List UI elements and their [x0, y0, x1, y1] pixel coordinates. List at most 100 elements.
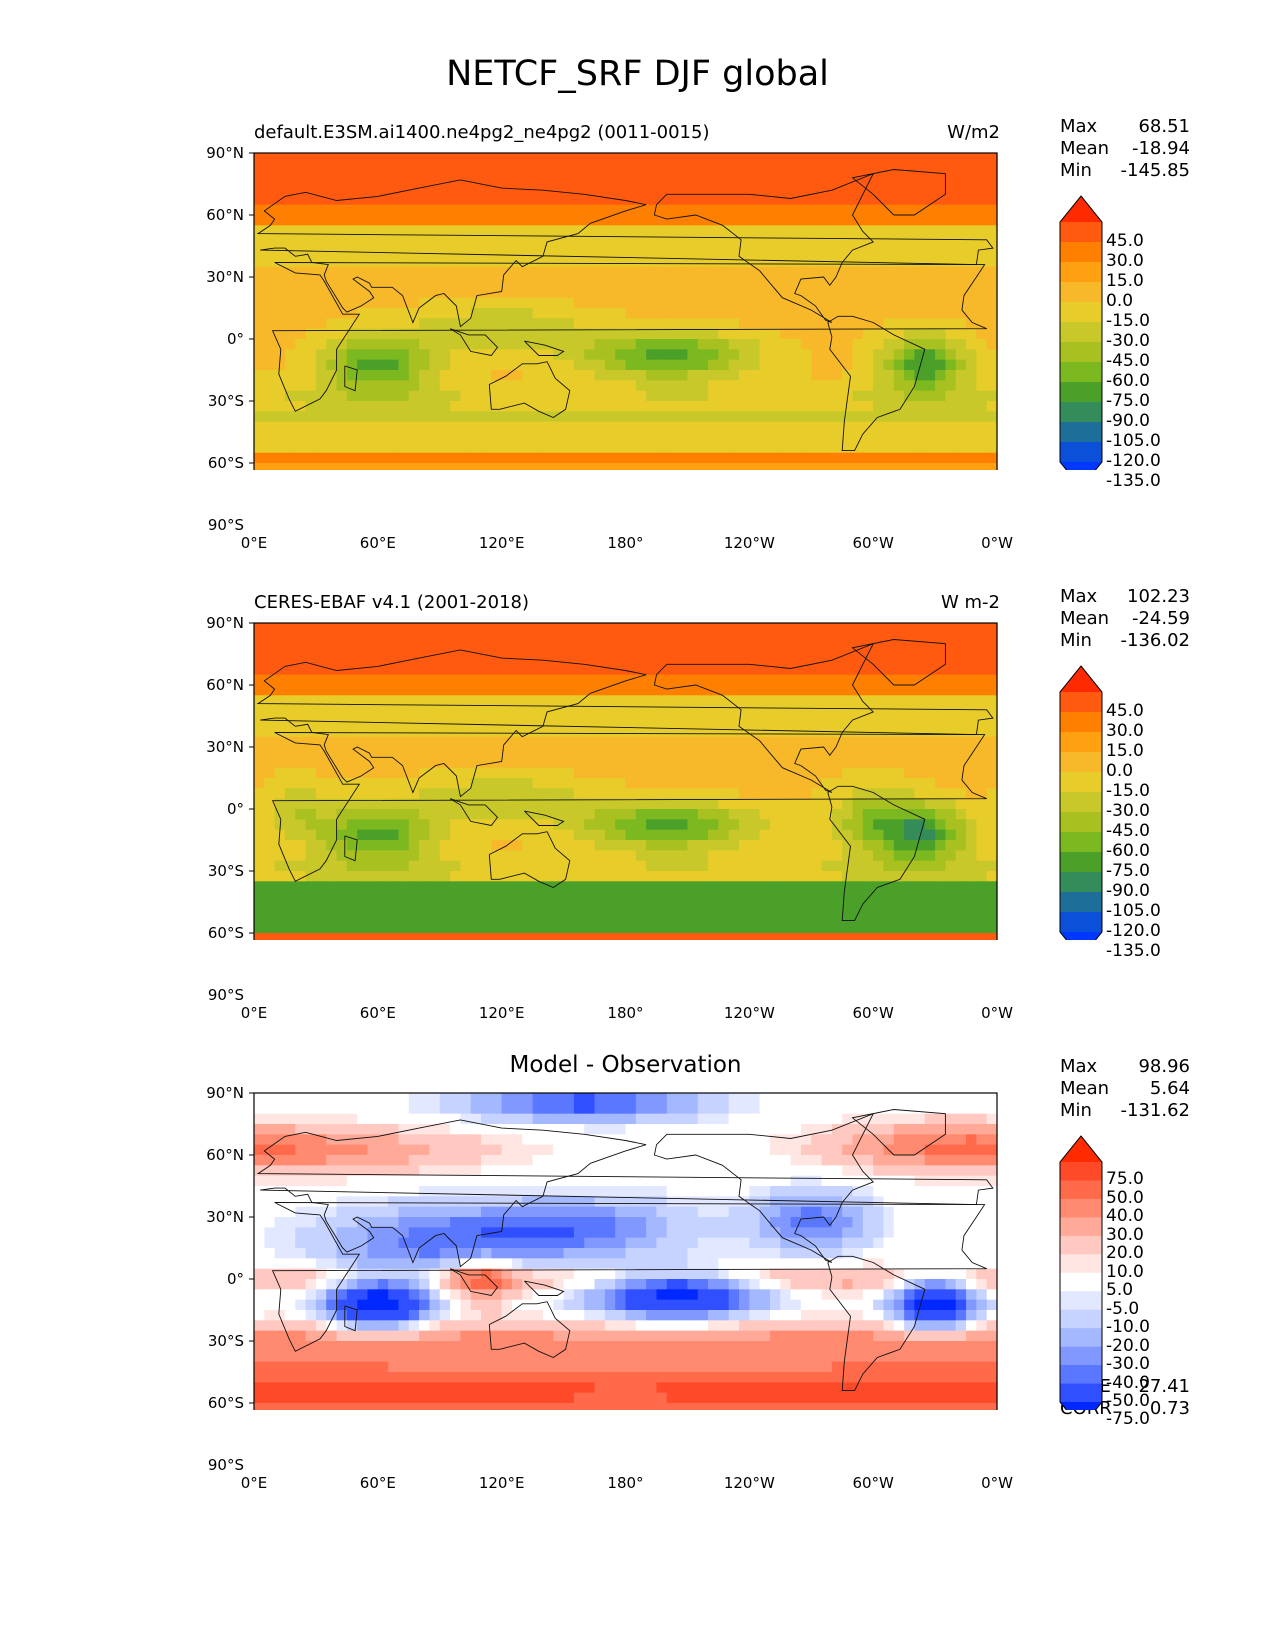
field-cell — [419, 736, 431, 748]
field-cell — [759, 654, 771, 665]
field-cell — [914, 153, 926, 164]
field-cell — [346, 235, 358, 247]
field-cell — [553, 809, 565, 820]
field-cell — [749, 633, 761, 645]
field-cell — [553, 716, 565, 727]
field-cell — [646, 850, 658, 862]
field-cell — [594, 850, 606, 862]
field-cell — [439, 225, 451, 237]
field-cell — [522, 380, 534, 392]
field-cell — [697, 633, 709, 645]
field-cell — [460, 912, 472, 924]
field-cell — [305, 225, 317, 237]
field-cell — [264, 225, 276, 237]
field-cell — [666, 726, 678, 738]
field-cell — [594, 757, 606, 769]
field-cell — [284, 225, 296, 237]
field-cell — [873, 246, 885, 257]
field-cell — [460, 349, 472, 361]
field-cell — [924, 871, 936, 882]
field-cell — [780, 829, 792, 841]
field-cell — [666, 674, 678, 686]
field-cell — [336, 912, 348, 924]
field-cell — [708, 881, 719, 893]
field-cell — [862, 153, 874, 164]
field-cell — [481, 411, 492, 423]
field-cell — [708, 840, 719, 851]
field-cell — [388, 390, 400, 402]
field-cell — [450, 349, 461, 361]
field-cell — [862, 235, 874, 247]
field-cell — [708, 829, 719, 841]
field-cell — [708, 215, 719, 226]
field-cell — [821, 401, 833, 412]
field-cell — [346, 716, 358, 727]
field-cell — [419, 850, 431, 862]
field-cell — [326, 256, 338, 268]
field-cell — [656, 370, 668, 381]
field-cell — [460, 297, 472, 309]
field-cell — [481, 235, 492, 247]
field-cell — [367, 633, 379, 645]
field-cell — [749, 370, 761, 381]
field-cell — [924, 287, 936, 299]
field-cell — [749, 153, 761, 164]
field-cell — [357, 674, 369, 686]
field-cell — [904, 674, 916, 686]
field-cell — [377, 297, 389, 309]
field-cell — [594, 860, 606, 872]
field-cell — [594, 184, 606, 195]
field-cell — [491, 411, 503, 423]
field-cell — [924, 380, 936, 392]
field-cell — [904, 390, 916, 402]
field-cell — [811, 246, 823, 257]
field-cell — [687, 757, 699, 769]
field-cell — [811, 747, 823, 758]
field-cell — [625, 912, 637, 924]
field-cell — [780, 390, 792, 402]
field-cell — [883, 194, 895, 206]
field-cell — [718, 840, 730, 851]
field-cell — [398, 881, 410, 893]
field-cell — [656, 163, 668, 175]
field-cell — [749, 318, 761, 330]
field-cell — [604, 633, 616, 645]
field-cell — [800, 747, 812, 758]
field-cell — [439, 411, 451, 423]
field-cell — [511, 819, 523, 831]
field-cell — [718, 380, 730, 392]
field-cell — [862, 411, 874, 423]
field-cell — [780, 256, 792, 268]
field-cell — [873, 891, 885, 903]
field-cell — [305, 442, 317, 454]
field-cell — [419, 380, 431, 392]
field-cell — [388, 912, 400, 924]
field-cell — [914, 871, 926, 882]
field-cell — [357, 819, 369, 831]
field-cell — [450, 840, 461, 851]
lat-tick-label: 90°S — [207, 516, 244, 534]
field-cell — [739, 695, 750, 707]
field-cell — [904, 194, 916, 206]
field-cell — [584, 452, 596, 464]
field-cell — [635, 654, 647, 665]
field-cell — [687, 840, 699, 851]
field-cell — [749, 390, 761, 402]
field-cell — [821, 623, 833, 634]
field-cell — [315, 747, 327, 758]
field-cell — [625, 860, 637, 872]
field-cell — [615, 442, 627, 454]
field-cell — [687, 891, 699, 903]
field-cell — [357, 153, 369, 164]
field-cell — [625, 747, 637, 758]
field-cell — [460, 194, 472, 206]
field-cell — [542, 380, 554, 392]
field-cell — [646, 747, 658, 758]
field-cell — [800, 452, 812, 464]
field-cell — [914, 442, 926, 454]
field-cell — [254, 432, 265, 443]
field-cell — [893, 809, 905, 820]
field-cell — [924, 256, 936, 268]
field-cell — [893, 277, 905, 288]
field-cell — [604, 757, 616, 769]
